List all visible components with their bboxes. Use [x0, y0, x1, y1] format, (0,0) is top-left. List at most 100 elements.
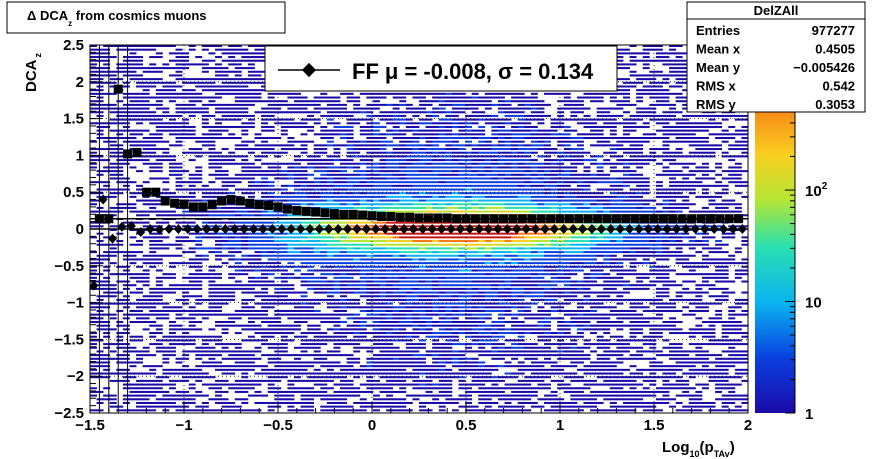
heat-cell [432, 368, 440, 371]
heat-cell [195, 188, 203, 191]
heat-cell [254, 243, 262, 246]
heat-cell [484, 332, 492, 335]
heat-cell [438, 262, 446, 265]
heat-cell [326, 195, 334, 198]
heat-cell [405, 284, 413, 287]
heat-cell [162, 177, 170, 180]
heat-cell [419, 332, 426, 335]
heat-cell [175, 405, 183, 408]
heat-cell [122, 70, 130, 73]
heat-cell [300, 125, 308, 128]
heat-cell [471, 372, 479, 375]
heat-cell [300, 166, 308, 169]
heat-cell [326, 221, 334, 224]
heat-cell [307, 302, 315, 305]
heat-cell [221, 401, 229, 404]
heat-cell [234, 398, 242, 401]
heat-cell [359, 306, 367, 309]
heat-cell [234, 188, 242, 191]
heat-cell [274, 155, 282, 158]
heat-cell [215, 118, 222, 121]
heat-cell [168, 100, 176, 103]
heat-cell [162, 107, 170, 110]
heat-cell [280, 280, 288, 283]
heat-cell [445, 129, 453, 132]
heat-cell [379, 254, 387, 257]
heat-cell [201, 273, 209, 276]
heat-cell [340, 273, 348, 276]
heat-cell [386, 273, 394, 276]
heat-cell [142, 379, 150, 382]
heat-cell [96, 317, 104, 320]
heat-cell [465, 350, 473, 353]
heat-cell [155, 45, 163, 48]
heat-cell [471, 229, 479, 232]
heat-cell [419, 148, 426, 151]
heat-cell [392, 291, 400, 294]
heat-cell [188, 387, 196, 390]
heat-cell [438, 166, 446, 169]
heat-cell [293, 247, 301, 250]
heat-cell [471, 133, 479, 136]
heat-cell [504, 133, 512, 136]
heat-cell [438, 125, 446, 128]
heat-cell [372, 148, 380, 151]
heat-cell [333, 309, 341, 312]
heat-cell [491, 137, 499, 140]
heat-cell [168, 243, 176, 246]
heat-cell [175, 379, 183, 382]
heat-cell [267, 151, 275, 154]
heat-cell [90, 210, 97, 213]
heat-cell [267, 343, 275, 346]
heat-cell [247, 379, 255, 382]
heat-cell [405, 401, 413, 404]
heat-cell [155, 214, 163, 217]
heat-cell [372, 162, 380, 165]
heat-cell [412, 262, 420, 265]
heat-cell [175, 70, 183, 73]
heat-cell [201, 343, 209, 346]
heat-cell [116, 162, 124, 165]
heat-cell [109, 284, 117, 287]
heat-cell [386, 225, 394, 228]
heat-cell [168, 210, 176, 213]
heat-cell [497, 100, 505, 103]
heat-cell [129, 309, 137, 312]
heat-cell [162, 96, 170, 99]
heat-cell [254, 81, 262, 84]
heat-cell [386, 276, 394, 279]
heat-cell [267, 210, 275, 213]
heat-cell [353, 287, 361, 290]
heat-cell [149, 265, 157, 268]
heat-cell [340, 162, 348, 165]
heat-cell [372, 372, 380, 375]
heat-cell [149, 321, 157, 324]
heat-cell [425, 177, 433, 180]
heat-cell [412, 383, 420, 386]
heat-cell [386, 203, 394, 206]
heat-cell [340, 298, 348, 301]
heat-cell [432, 247, 440, 250]
heat-cell [326, 188, 334, 191]
heat-cell [136, 74, 144, 77]
heat-cell [491, 206, 499, 209]
heat-cell [497, 390, 505, 393]
heat-cell [136, 276, 144, 279]
heat-cell [122, 74, 130, 77]
heat-cell [432, 114, 440, 117]
heat-cell [399, 251, 407, 254]
heat-cell [353, 258, 361, 261]
heat-cell [293, 162, 301, 165]
heat-cell [399, 398, 407, 401]
heat-cell [504, 287, 512, 290]
heat-cell [142, 405, 150, 408]
heat-cell [412, 243, 420, 246]
heat-cell [392, 335, 400, 338]
heat-cell [228, 276, 236, 279]
heat-cell [359, 140, 367, 143]
heat-cell [221, 321, 229, 324]
heat-cell [188, 295, 196, 298]
heat-cell [175, 284, 183, 287]
heat-cell [261, 368, 269, 371]
heat-cell [465, 240, 473, 243]
